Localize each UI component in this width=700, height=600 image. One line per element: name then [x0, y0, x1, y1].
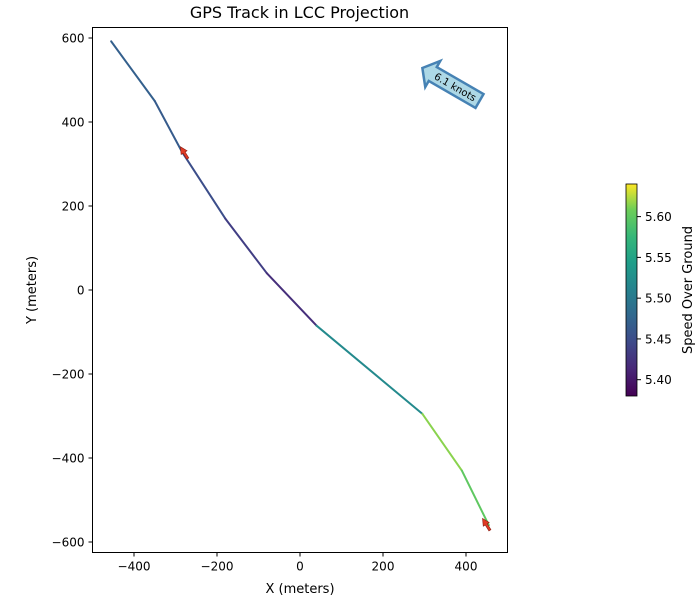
y-tick-label: −600	[52, 536, 85, 550]
track-segment	[460, 469, 490, 527]
x-tick-label: 400	[455, 560, 478, 574]
y-tick-label: 0	[77, 284, 85, 298]
x-axis-ticks: −400 −200 0 200 400	[118, 552, 478, 574]
y-tick-label: 400	[62, 116, 85, 130]
track-segment	[110, 40, 156, 102]
speed-annotation: 6.1 knots	[420, 58, 486, 110]
colorbar-tick-label: 5.40	[645, 373, 672, 387]
colorbar-tick-label: 5.45	[645, 332, 672, 346]
y-axis-ticks: −600 −400 −200 0 200 400 600	[52, 32, 93, 550]
track-segment	[180, 150, 227, 220]
vessel-arrow-shape	[180, 146, 190, 160]
colorbar-tick-label: 5.60	[645, 210, 672, 224]
x-tick-label: 0	[296, 560, 304, 574]
y-tick-label: 200	[62, 200, 85, 214]
colorbar-ticks: 5.40 5.45 5.50 5.55 5.60	[637, 210, 672, 387]
gps-track	[110, 40, 490, 527]
colorbar-label: Speed Over Ground	[681, 226, 696, 354]
vessel-arrow	[180, 146, 190, 160]
x-tick-label: −400	[118, 560, 151, 574]
colorbar-scale	[625, 183, 638, 397]
colorbar-tick-label: 5.55	[645, 251, 672, 265]
annotation-arrow-box	[420, 58, 486, 110]
plot-frame	[92, 27, 508, 553]
vessel-arrow-shape	[482, 517, 492, 532]
y-tick-label: −400	[52, 452, 85, 466]
y-tick-label: −200	[52, 368, 85, 382]
x-tick-label: 200	[372, 560, 395, 574]
x-axis-label: X (meters)	[265, 582, 334, 597]
track-segment	[421, 412, 463, 472]
vessel-arrows	[180, 146, 492, 532]
track-segment	[224, 217, 268, 275]
colorbar-tick-label: 5.50	[645, 292, 672, 306]
track-segment	[265, 272, 318, 327]
x-tick-label: −200	[201, 560, 234, 574]
y-tick-label: 600	[62, 32, 85, 46]
vessel-arrow	[482, 517, 492, 532]
y-axis-label: Y (meters)	[25, 256, 40, 325]
track-segment	[315, 324, 424, 415]
track-segment	[153, 100, 183, 153]
chart-title: GPS Track in LCC Projection	[190, 3, 409, 22]
